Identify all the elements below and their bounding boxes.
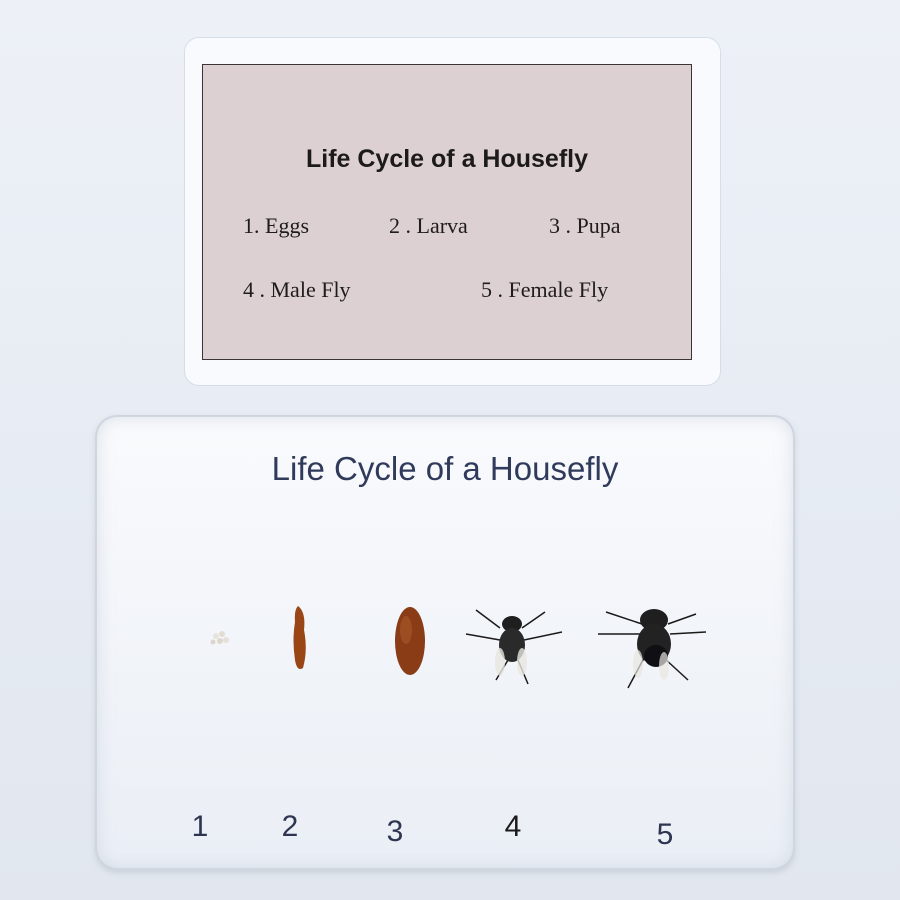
number-4: 4 <box>504 810 522 843</box>
card-item-female-fly: 5 . Female Fly <box>481 277 609 302</box>
larva-specimen <box>293 606 306 669</box>
card-item-male-fly: 4 . Male Fly <box>243 277 351 302</box>
female-fly-specimen <box>598 609 707 689</box>
pupa-specimen <box>395 607 425 675</box>
card-item-larva: 2 . Larva <box>389 213 468 238</box>
number-2: 2 <box>281 810 299 843</box>
card-item-eggs: 1. Eggs <box>243 213 309 238</box>
card-item-pupa: 3 . Pupa <box>549 213 621 238</box>
block-title: Life Cycle of a Housefly <box>271 450 619 487</box>
card-title: Life Cycle of a Housefly <box>305 145 589 173</box>
male-fly-specimen <box>465 609 563 685</box>
number-3: 3 <box>386 815 404 848</box>
number-5: 5 <box>656 818 674 851</box>
eggs-specimen <box>210 631 229 645</box>
label-card: Life Cycle of a Housefly 1. Eggs 2 . Lar… <box>202 64 692 360</box>
number-1: 1 <box>191 810 209 843</box>
